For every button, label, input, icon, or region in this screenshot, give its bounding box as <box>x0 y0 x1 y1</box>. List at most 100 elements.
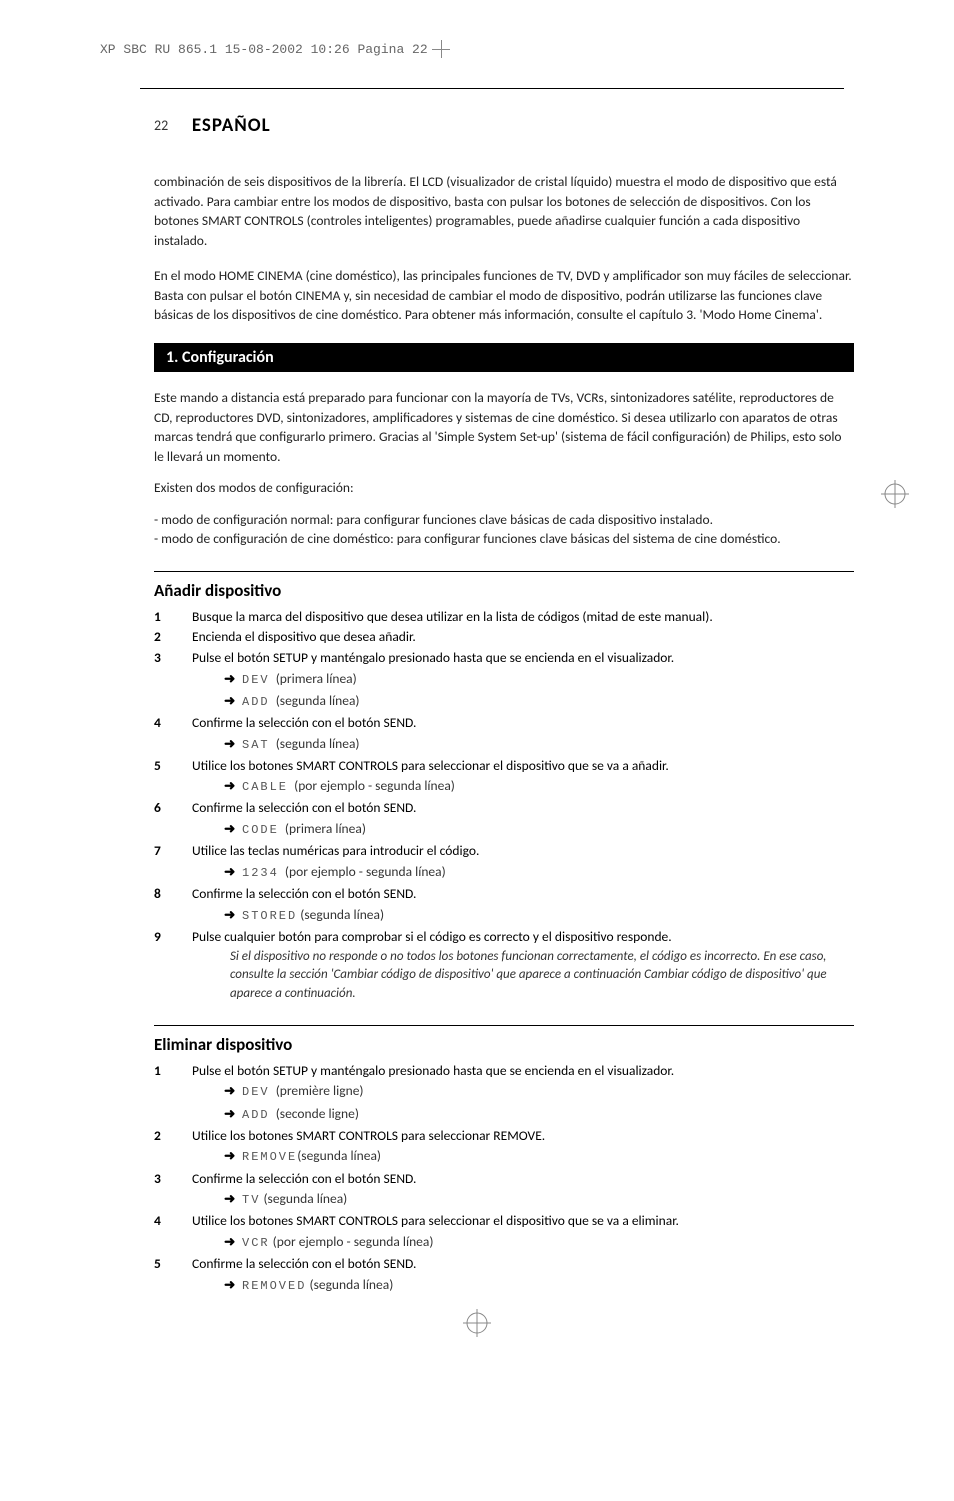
intro-para-1: combinación de seis dispositivos de la l… <box>100 172 854 250</box>
lcd-line: ➜TV (segunda línea) <box>192 1188 854 1210</box>
step-text: Utilice los botones SMART CONTROLS para … <box>192 1212 679 1229</box>
step: 1Busque la marca del dispositivo que des… <box>154 607 854 627</box>
lcd-line: ➜ ADD (seconde ligne) <box>192 1103 854 1125</box>
lcd-line: ➜ SAT (segunda línea) <box>192 733 854 755</box>
step-text: Busque la marca del dispositivo que dese… <box>192 607 854 627</box>
step: 9Pulse cualquier botón para comprobar si… <box>154 927 854 1003</box>
lcd-suffix: (première ligne) <box>276 1082 364 1099</box>
lcd-text: REMOVE <box>242 1150 297 1164</box>
config-para: Este mando a distancia está preparado pa… <box>100 388 854 466</box>
lcd-text: DEV <box>242 1085 270 1099</box>
step: 4Confirme la selección con el botón SEND… <box>154 713 854 755</box>
section-header: 1. Configuración <box>154 343 854 372</box>
step: 1Pulse el botón SETUP y manténgalo presi… <box>154 1061 854 1125</box>
lcd-suffix: (por ejemplo - segunda línea) <box>285 863 446 880</box>
lcd-text: ADD <box>242 695 270 709</box>
lcd-line: ➜ DEV (primera línea) <box>192 668 854 690</box>
lcd-suffix: (segunda línea) <box>276 735 360 752</box>
step: 2Encienda el dispositivo que desea añadi… <box>154 627 854 647</box>
lcd-text: ADD <box>242 1108 270 1122</box>
arrow-icon: ➜ <box>224 818 238 840</box>
arrow-icon: ➜ <box>224 1103 238 1125</box>
lcd-text: VCR <box>242 1236 270 1250</box>
lcd-text: TV <box>242 1193 260 1207</box>
step-text: Confirme la selección con el botón SEND. <box>192 799 416 816</box>
lcd-suffix: (seconde ligne) <box>276 1105 359 1122</box>
divider <box>154 571 854 572</box>
page-title-row: 22 ESPAÑOL <box>100 114 854 137</box>
lcd-suffix: (primera línea) <box>276 670 357 687</box>
step-text: Utilice los botones SMART CONTROLS para … <box>192 1127 545 1144</box>
lcd-line: ➜ CABLE (por ejemplo - segunda línea) <box>192 775 854 797</box>
crop-mark-icon <box>432 40 450 58</box>
step-text: Pulse el botón SETUP y manténgalo presio… <box>192 1062 674 1079</box>
step-text: Pulse el botón SETUP y manténgalo presio… <box>192 649 674 666</box>
italic-note: Si el dispositivo no responde o no todos… <box>192 948 854 1003</box>
step: 2Utilice los botones SMART CONTROLS para… <box>154 1126 854 1168</box>
modo-item-2: - modo de configuración de cine doméstic… <box>154 529 854 549</box>
modos-intro: Existen dos modos de configuración: <box>100 478 854 498</box>
lcd-suffix: (primera línea) <box>285 820 366 837</box>
lcd-suffix: (por ejemplo - segunda línea) <box>294 777 455 794</box>
lcd-text: 1234 <box>242 866 279 880</box>
manual-page: XP SBC RU 865.1 15-08-2002 10:26 Pagina … <box>0 0 954 1357</box>
arrow-icon: ➜ <box>224 1080 238 1102</box>
arrow-icon: ➜ <box>224 1188 238 1210</box>
step: 4Utilice los botones SMART CONTROLS para… <box>154 1211 854 1253</box>
lcd-suffix: (por ejemplo - segunda línea) <box>273 1233 434 1250</box>
lcd-line: ➜ 1234 (por ejemplo - segunda línea) <box>192 861 854 883</box>
step-text: Utilice las teclas numéricas para introd… <box>192 842 479 859</box>
lcd-line: ➜ ADD (segunda línea) <box>192 690 854 712</box>
lcd-line: ➜ VCR (por ejemplo - segunda línea) <box>192 1231 854 1253</box>
lcd-text: CODE <box>242 823 279 837</box>
lcd-text: SAT <box>242 738 270 752</box>
lcd-suffix: (segunda línea) <box>309 1276 393 1293</box>
top-rule <box>140 88 844 89</box>
registration-mark-icon <box>881 480 909 508</box>
arrow-icon: ➜ <box>224 904 238 926</box>
lcd-text: DEV <box>242 673 270 687</box>
intro-para-2: En el modo HOME CINEMA (cine doméstico),… <box>100 266 854 325</box>
arrow-icon: ➜ <box>224 733 238 755</box>
step: 3Confirme la selección con el botón SEND… <box>154 1169 854 1211</box>
lcd-suffix: (segunda línea) <box>300 906 384 923</box>
step: 6Confirme la selección con el botón SEND… <box>154 798 854 840</box>
remove-device-title: Eliminar dispositivo <box>100 1034 854 1055</box>
lcd-suffix: (segunda línea) <box>276 692 360 709</box>
page-number: 22 <box>154 117 168 134</box>
lcd-line: ➜ DEV (première ligne) <box>192 1080 854 1102</box>
step-text: Confirme la selección con el botón SEND. <box>192 714 416 731</box>
arrow-icon: ➜ <box>224 1231 238 1253</box>
step: 3Pulse el botón SETUP y manténgalo presi… <box>154 648 854 712</box>
lcd-text: REMOVED <box>242 1279 306 1293</box>
arrow-icon: ➜ <box>224 1145 238 1167</box>
divider <box>154 1025 854 1026</box>
lcd-line: ➜ STORED (segunda línea) <box>192 904 854 926</box>
step: 5Confirme la selección con el botón SEND… <box>154 1254 854 1296</box>
step: 8Confirme la selección con el botón SEND… <box>154 884 854 926</box>
modo-item-1: - modo de configuración normal: para con… <box>154 510 854 530</box>
lcd-text: STORED <box>242 909 297 923</box>
lcd-line: ➜ REMOVED (segunda línea) <box>192 1274 854 1296</box>
step-text: Confirme la selección con el botón SEND. <box>192 1170 416 1187</box>
lcd-text: CABLE <box>242 780 288 794</box>
lcd-suffix: (segunda línea) <box>297 1147 381 1164</box>
registration-mark-icon <box>463 1309 491 1337</box>
step: 7Utilice las teclas numéricas para intro… <box>154 841 854 883</box>
lcd-line: ➜ CODE (primera línea) <box>192 818 854 840</box>
print-header: XP SBC RU 865.1 15-08-2002 10:26 Pagina … <box>100 40 854 58</box>
arrow-icon: ➜ <box>224 1274 238 1296</box>
arrow-icon: ➜ <box>224 690 238 712</box>
step-text: Confirme la selección con el botón SEND. <box>192 885 416 902</box>
step-text: Confirme la selección con el botón SEND. <box>192 1255 416 1272</box>
remove-steps: 1Pulse el botón SETUP y manténgalo presi… <box>100 1061 854 1296</box>
add-steps: 1Busque la marca del dispositivo que des… <box>100 607 854 1003</box>
step: 5Utilice los botones SMART CONTROLS para… <box>154 756 854 798</box>
header-text: XP SBC RU 865.1 15-08-2002 10:26 Pagina … <box>100 42 428 57</box>
step-text: Encienda el dispositivo que desea añadir… <box>192 627 854 647</box>
arrow-icon: ➜ <box>224 775 238 797</box>
arrow-icon: ➜ <box>224 668 238 690</box>
step-text: Pulse cualquier botón para comprobar si … <box>192 928 672 945</box>
arrow-icon: ➜ <box>224 861 238 883</box>
language-title: ESPAÑOL <box>192 114 271 137</box>
